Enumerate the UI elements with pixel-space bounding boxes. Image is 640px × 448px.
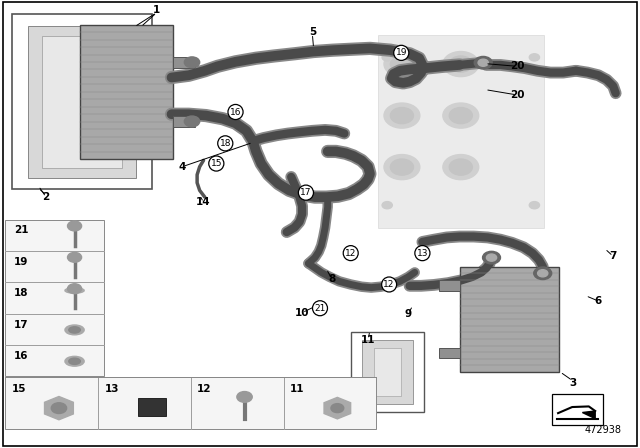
FancyBboxPatch shape [80,25,173,159]
Ellipse shape [69,358,81,364]
Text: 13: 13 [104,383,119,393]
FancyBboxPatch shape [5,377,98,429]
FancyBboxPatch shape [362,340,413,404]
FancyBboxPatch shape [439,280,460,291]
Text: 10: 10 [295,308,309,318]
Text: 19: 19 [14,257,28,267]
Circle shape [390,108,413,124]
FancyBboxPatch shape [460,267,559,372]
FancyBboxPatch shape [173,116,195,127]
Circle shape [483,251,500,264]
Ellipse shape [65,356,84,366]
Circle shape [184,57,200,68]
Text: 20: 20 [510,61,524,71]
Text: 11: 11 [290,383,305,393]
Circle shape [449,56,472,72]
FancyBboxPatch shape [98,377,191,429]
Text: 20: 20 [510,90,524,100]
Text: 2: 2 [42,192,50,202]
Circle shape [390,56,413,72]
FancyBboxPatch shape [374,348,401,396]
FancyBboxPatch shape [5,220,104,251]
FancyBboxPatch shape [42,36,122,168]
Text: 12: 12 [345,249,356,258]
Circle shape [443,52,479,77]
Circle shape [449,108,472,124]
FancyBboxPatch shape [5,282,104,314]
Circle shape [443,155,479,180]
Text: 14: 14 [196,198,211,207]
Circle shape [68,221,82,231]
Ellipse shape [65,325,84,335]
Ellipse shape [65,288,84,293]
Circle shape [538,270,548,277]
Circle shape [384,52,420,77]
FancyBboxPatch shape [552,394,603,425]
Text: 1: 1 [153,5,161,15]
Text: 472938: 472938 [584,425,621,435]
Text: 19: 19 [396,48,407,57]
Text: 11: 11 [361,335,375,345]
Text: 12: 12 [383,280,395,289]
Text: 17: 17 [14,319,29,330]
FancyBboxPatch shape [284,377,376,429]
Text: 9: 9 [404,309,412,319]
Text: 6: 6 [595,296,602,306]
Text: 5: 5 [308,27,316,37]
Circle shape [68,252,82,262]
Circle shape [486,254,497,261]
Circle shape [478,59,488,66]
Circle shape [51,403,67,414]
FancyBboxPatch shape [191,377,284,429]
Text: 18: 18 [14,288,29,298]
Circle shape [534,267,552,280]
Text: 17: 17 [300,188,312,197]
FancyBboxPatch shape [28,26,136,178]
Circle shape [68,284,82,293]
FancyBboxPatch shape [5,251,104,282]
Circle shape [390,159,413,175]
Circle shape [474,56,492,69]
Circle shape [384,103,420,128]
FancyBboxPatch shape [5,314,104,345]
Circle shape [237,392,252,402]
Circle shape [529,202,540,209]
Circle shape [382,202,392,209]
Text: 8: 8 [328,274,335,284]
Circle shape [382,54,392,61]
Circle shape [449,159,472,175]
Text: 16: 16 [230,108,241,116]
FancyBboxPatch shape [378,35,544,228]
Circle shape [529,54,540,61]
Text: 3: 3 [569,378,577,388]
Circle shape [443,103,479,128]
FancyBboxPatch shape [439,348,460,358]
FancyBboxPatch shape [138,398,166,416]
Text: 12: 12 [197,383,212,393]
Circle shape [331,404,344,413]
Text: 16: 16 [14,351,29,361]
Text: 21: 21 [314,304,326,313]
FancyBboxPatch shape [5,345,104,376]
Text: 15: 15 [211,159,222,168]
Text: 13: 13 [417,249,428,258]
Text: 21: 21 [14,225,29,236]
Text: 15: 15 [12,383,26,393]
Circle shape [384,155,420,180]
Text: 4: 4 [179,162,186,172]
Circle shape [184,116,200,127]
Ellipse shape [69,327,81,333]
Text: 18: 18 [220,139,231,148]
Polygon shape [582,411,595,418]
FancyBboxPatch shape [173,57,195,68]
Text: 7: 7 [609,251,617,261]
